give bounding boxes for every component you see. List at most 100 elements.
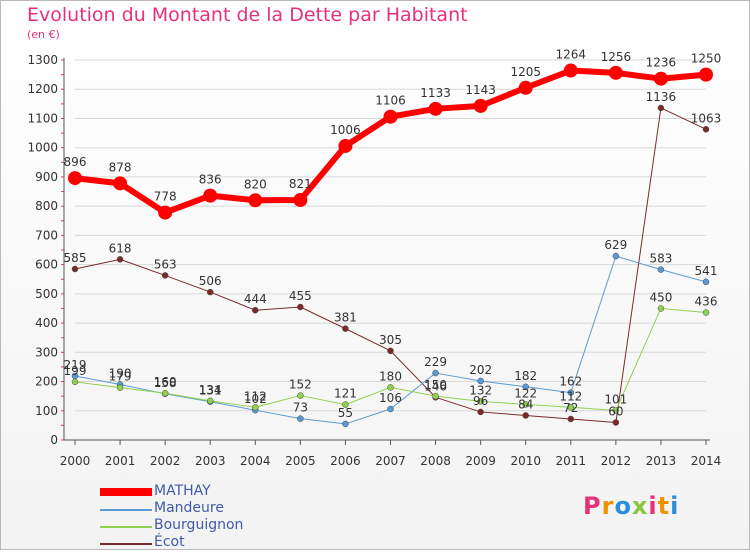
data-label-bourguignon: 150 bbox=[424, 378, 447, 392]
series-point-bourguignon bbox=[702, 309, 710, 316]
y-tick-label: 800 bbox=[35, 199, 58, 213]
x-tick-label: 2007 bbox=[375, 454, 406, 468]
data-label-cot: 585 bbox=[64, 251, 87, 265]
data-label-bourguignon: 436 bbox=[695, 295, 718, 309]
series-point-bourguignon bbox=[116, 384, 124, 391]
series-point-mandeure bbox=[612, 252, 620, 260]
data-label-cot: 60 bbox=[608, 404, 623, 418]
series-point-bourguignon bbox=[522, 401, 529, 408]
data-label-mathay: 878 bbox=[109, 160, 132, 174]
data-label-mandeure: 190 bbox=[109, 366, 132, 380]
x-tick-label: 2002 bbox=[150, 454, 181, 468]
series-point-mathay bbox=[428, 101, 443, 116]
series-point-cot bbox=[612, 419, 620, 426]
series-point-bourguignon bbox=[297, 392, 304, 399]
data-label-bourguignon: 160 bbox=[154, 375, 177, 389]
x-tick-label: 2001 bbox=[105, 454, 136, 468]
series-point-mandeure bbox=[657, 266, 665, 273]
data-label-cot: 305 bbox=[379, 333, 402, 347]
series-point-bourguignon bbox=[161, 389, 169, 397]
data-label-mathay: 821 bbox=[289, 177, 312, 191]
series-point-cot bbox=[702, 126, 710, 133]
x-tick-label: 2010 bbox=[510, 454, 541, 468]
series-point-mathay bbox=[203, 188, 218, 203]
x-tick-label: 2006 bbox=[330, 454, 361, 468]
data-label-cot: 455 bbox=[289, 289, 312, 303]
series-point-cot bbox=[387, 347, 394, 355]
data-label-cot: 618 bbox=[109, 241, 132, 255]
series-point-mandeure bbox=[522, 383, 529, 391]
x-tick-label: 2011 bbox=[556, 454, 587, 468]
data-label-mathay: 778 bbox=[154, 190, 177, 204]
logo-letter: x bbox=[631, 492, 649, 520]
data-label-cot: 1136 bbox=[646, 90, 677, 104]
series-point-cot bbox=[297, 303, 304, 311]
data-label-cot: 84 bbox=[518, 397, 533, 411]
data-label-mathay: 836 bbox=[199, 173, 222, 187]
legend-swatch-mathay bbox=[100, 488, 152, 496]
series-point-mathay bbox=[248, 193, 263, 208]
data-label-mandeure: 106 bbox=[379, 391, 402, 405]
legend-label-ecot: Écot bbox=[154, 534, 185, 550]
series-point-bourguignon bbox=[477, 398, 484, 405]
chart-unit: (en €) bbox=[27, 28, 60, 41]
data-label-mandeure: 229 bbox=[424, 355, 447, 369]
legend-swatch-bourguignon bbox=[100, 526, 152, 528]
x-tick-label: 2014 bbox=[691, 454, 722, 468]
series-point-mathay bbox=[158, 205, 173, 220]
series-point-mathay bbox=[293, 193, 308, 208]
legend-swatch-ecot bbox=[100, 543, 152, 545]
y-tick-label: 600 bbox=[35, 258, 58, 272]
series-point-mandeure bbox=[702, 278, 710, 286]
series-point-bourguignon bbox=[206, 397, 214, 405]
series-point-bourguignon bbox=[342, 401, 349, 408]
data-label-mathay: 1250 bbox=[691, 52, 722, 66]
series-point-mathay bbox=[608, 65, 623, 80]
data-label-mathay: 1205 bbox=[510, 65, 541, 79]
series-point-mathay bbox=[113, 176, 128, 191]
data-label-mathay: 1133 bbox=[420, 86, 451, 100]
data-label-bourguignon: 112 bbox=[559, 389, 582, 403]
data-label-mathay: 1264 bbox=[556, 48, 587, 62]
x-tick-label: 2004 bbox=[240, 454, 271, 468]
data-label-mandeure: 541 bbox=[695, 264, 718, 278]
data-label-cot: 1063 bbox=[691, 111, 722, 125]
series-point-mandeure bbox=[567, 389, 575, 396]
x-tick-label: 2003 bbox=[195, 454, 226, 468]
logo-letter: i bbox=[670, 492, 680, 520]
data-label-cot: 563 bbox=[154, 257, 177, 271]
y-tick-label: 900 bbox=[35, 170, 58, 184]
data-label-bourguignon: 132 bbox=[469, 383, 492, 397]
data-label-mandeure: 629 bbox=[604, 238, 627, 252]
data-label-mathay: 820 bbox=[244, 177, 267, 191]
series-point-bourguignon bbox=[71, 378, 79, 386]
series-point-mandeure bbox=[477, 377, 484, 385]
data-label-mandeure: 182 bbox=[514, 369, 537, 383]
data-label-bourguignon: 101 bbox=[604, 392, 627, 406]
series-point-bourguignon bbox=[387, 384, 394, 391]
series-point-cot bbox=[477, 408, 484, 416]
legend-label-mandeure: Mandeure bbox=[154, 500, 224, 516]
logo-letter: P bbox=[583, 492, 602, 520]
data-label-mandeure: 55 bbox=[338, 406, 353, 420]
y-tick-label: 0 bbox=[50, 433, 58, 447]
series-point-cot bbox=[206, 288, 214, 296]
data-label-mandeure: 73 bbox=[293, 401, 308, 415]
series-point-mandeure bbox=[387, 405, 394, 413]
data-label-mathay: 1256 bbox=[601, 50, 632, 64]
data-label-mandeure: 131 bbox=[199, 384, 222, 398]
data-label-mandeure: 102 bbox=[244, 392, 267, 406]
series-point-mathay bbox=[563, 63, 578, 78]
data-label-mathay: 1106 bbox=[375, 94, 406, 108]
data-label-bourguignon: 199 bbox=[64, 364, 87, 378]
data-label-mathay: 1143 bbox=[465, 83, 496, 97]
series-point-bourguignon bbox=[432, 392, 439, 400]
logo-letter: i bbox=[648, 492, 658, 520]
x-tick-label: 2009 bbox=[465, 454, 496, 468]
data-label-cot: 146 bbox=[424, 379, 447, 393]
y-tick-label: 1300 bbox=[27, 53, 58, 67]
series-point-bourguignon bbox=[657, 305, 665, 312]
series-point-cot bbox=[161, 272, 169, 279]
